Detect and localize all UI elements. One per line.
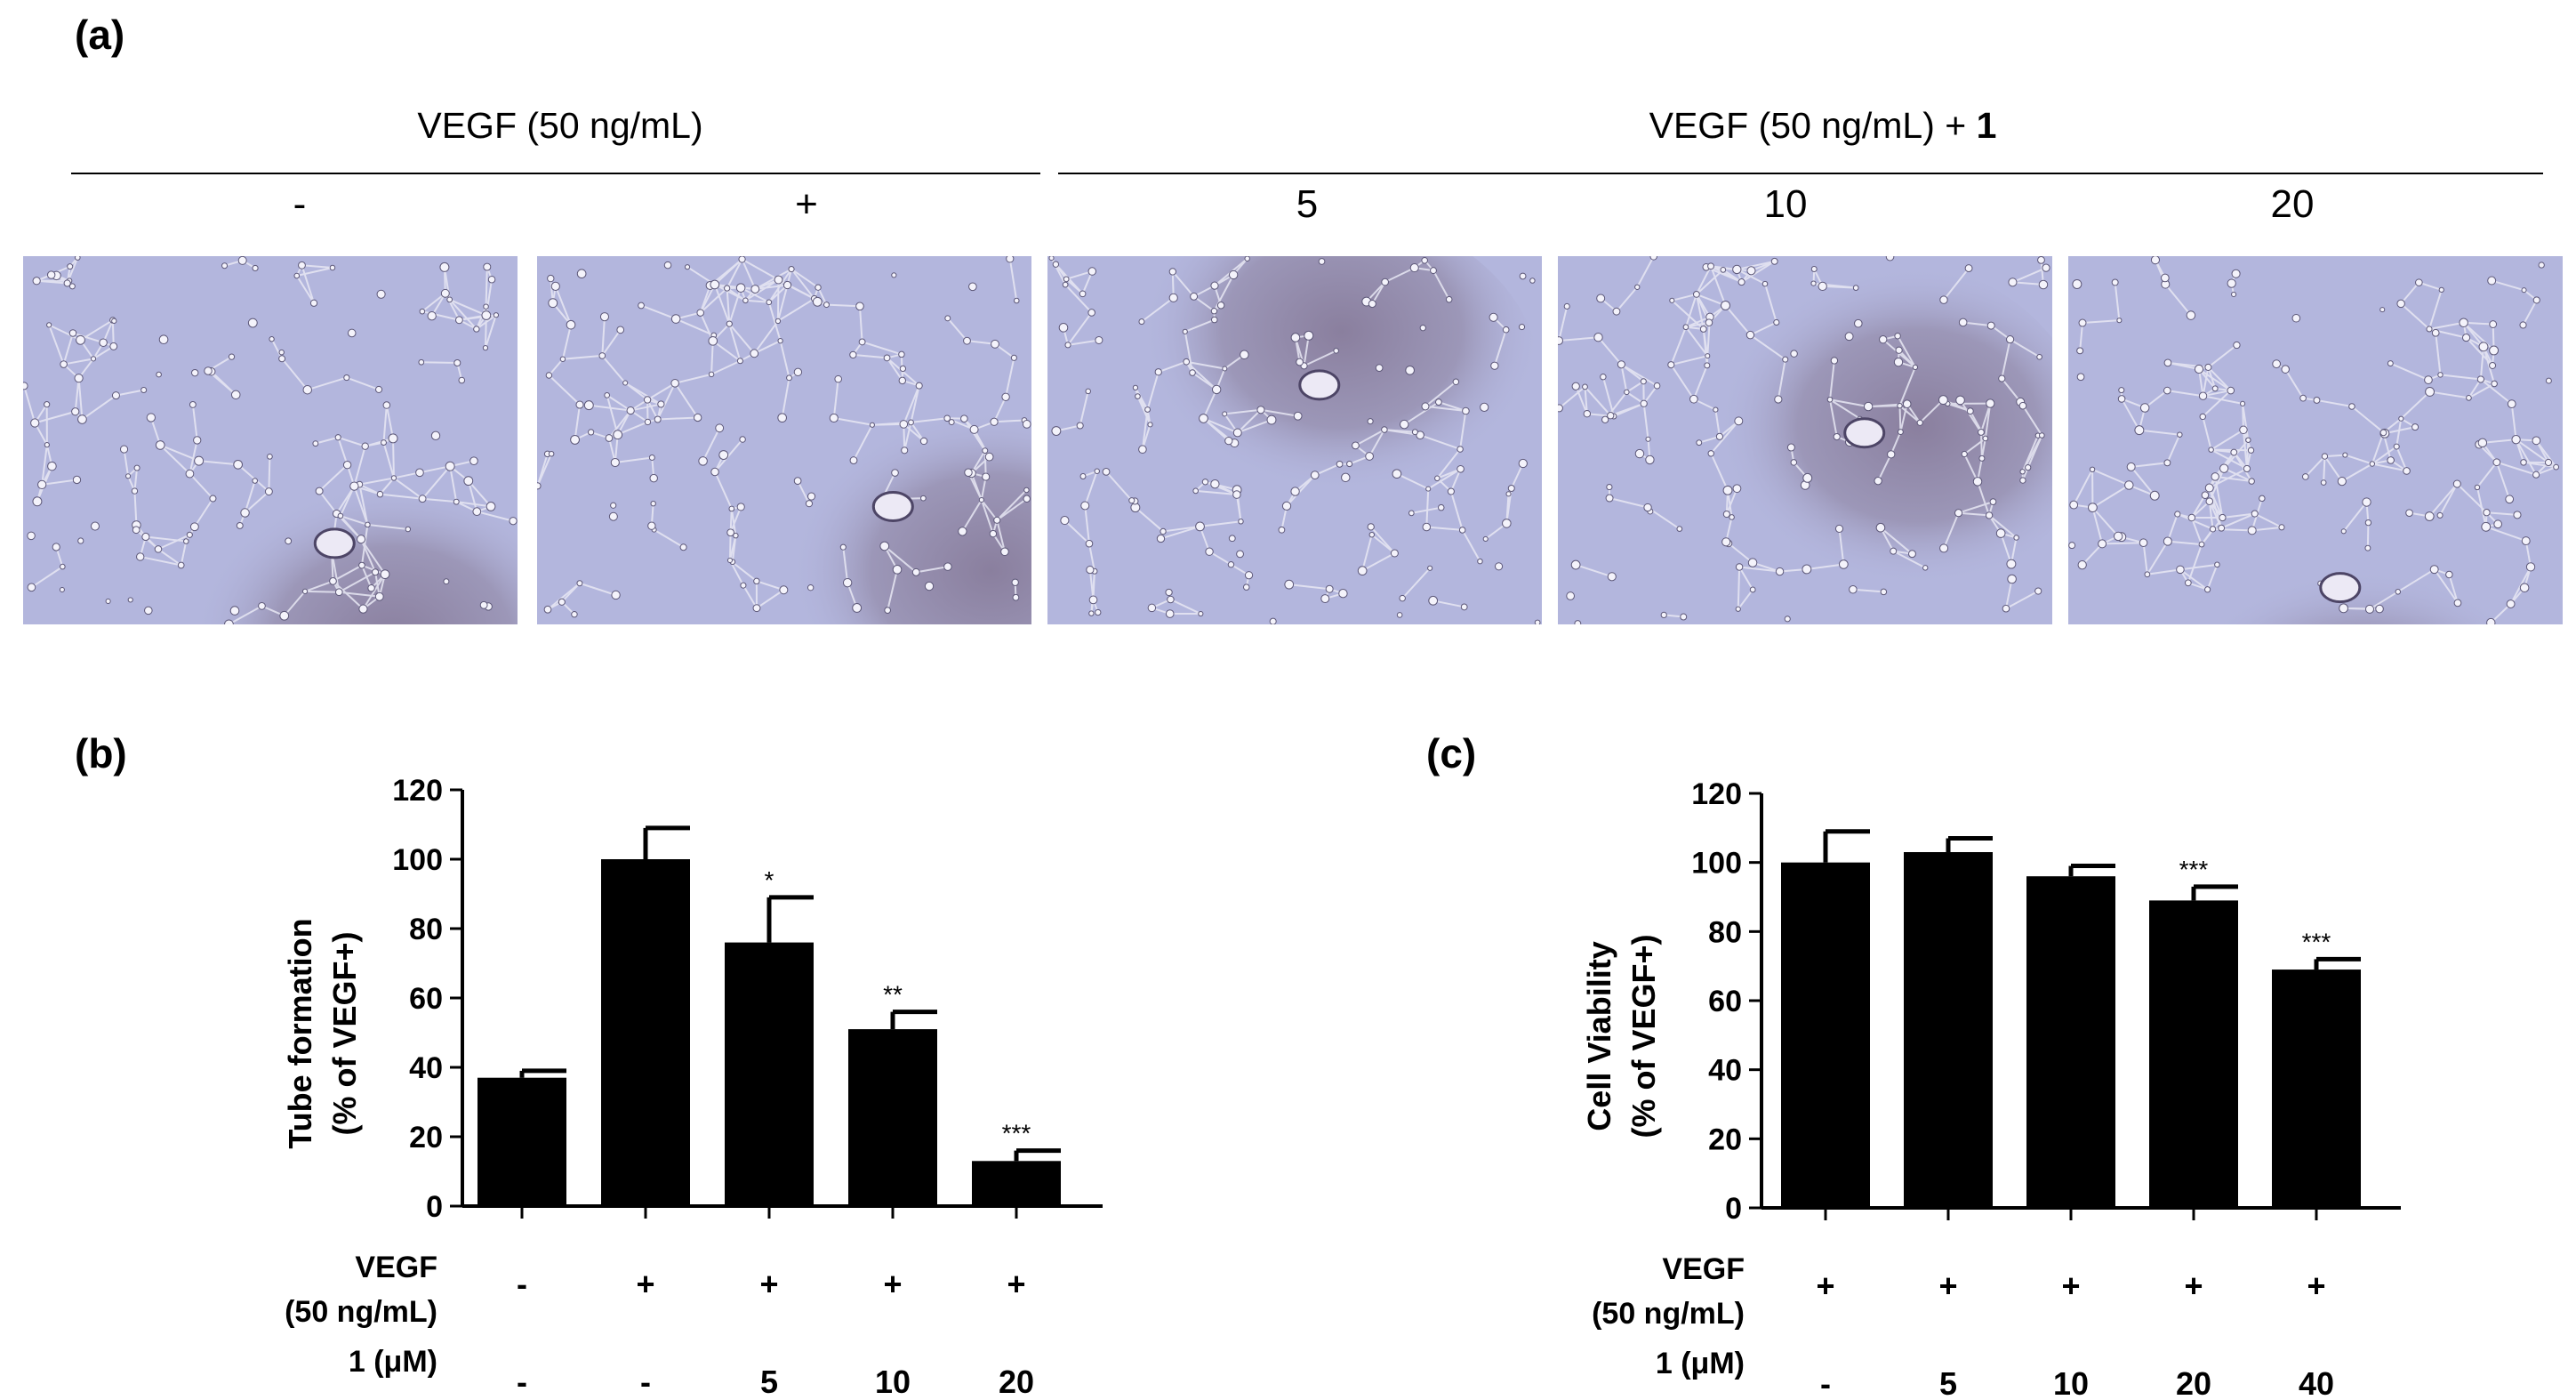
group-left-header: VEGF (50 ng/mL) [417,105,703,146]
condition-value: 10 [2053,1365,2089,1400]
condition-row-label: 1 (μM) [349,1345,437,1379]
y-tick-label: 80 [1708,915,1742,949]
cells [537,256,1031,618]
condition-value: 20 [999,1364,1034,1400]
panel-c-label: (c) [1426,730,1477,776]
condition-value: + [636,1266,654,1302]
cells [1048,256,1541,624]
significance-marker: ** [883,981,903,1009]
micrograph-vegf-cmpd-20 [2068,256,2563,624]
matrigel-dome [1096,256,1542,563]
condition-value: 40 [2299,1365,2334,1400]
y-axis-label-line2: (% of VEGF+) [1625,934,1662,1138]
y-tick-label: 120 [1691,777,1742,811]
micrograph-vegf-cmpd-5 [1047,256,1542,624]
dose-label-1: - [293,182,307,226]
y-tick-label: 100 [1691,847,1742,881]
group-left-rule [71,173,1040,174]
group-right-rule [1058,173,2543,174]
bar [2026,876,2115,1208]
y-axis-label-line1: Tube formation [282,918,318,1148]
bar [972,1161,1061,1206]
condition-value: + [883,1266,902,1302]
y-tick-label: 0 [426,1190,443,1224]
y-tick-label: 120 [392,774,443,808]
bar [2149,900,2238,1208]
dome-center [1298,369,1341,401]
compound-number: 1 [1976,105,1997,146]
dose-label-4: 10 [1763,182,1808,226]
panel-a-label: (a) [75,12,125,58]
y-tick-label: 0 [1725,1192,1742,1226]
significance-marker: * [765,866,774,894]
dome-center [1843,417,1886,449]
y-axis-label-line1: Cell Viability [1581,941,1617,1130]
condition-value: - [517,1266,527,1302]
condition-row-label: VEGF [1662,1252,1745,1286]
dome-center [871,491,914,523]
condition-value: 5 [760,1364,778,1400]
bar [848,1029,937,1206]
condition-value: + [2307,1267,2325,1304]
condition-row-label-line2: (50 ng/mL) [285,1295,437,1329]
y-tick-label: 60 [409,982,443,1016]
condition-value: + [1938,1267,1957,1304]
condition-row-label: VEGF [355,1251,437,1284]
group-right-header-text: VEGF (50 ng/mL) + [1649,105,1977,146]
micrograph-vegf [537,256,1031,624]
y-tick-label: 100 [392,843,443,877]
dome-center [313,527,356,559]
cell-network [1050,257,1524,616]
y-tick-label: 40 [1708,1054,1742,1088]
condition-value: - [1820,1365,1831,1400]
dome-center [2319,572,2362,604]
y-tick-label: 20 [409,1121,443,1155]
matrigel-dome [112,365,518,624]
tube-formation-chart: 0 20 40 60 80 100 120 Tube formation (% of VEGF+… [282,774,1103,1400]
condition-value: 20 [2176,1365,2211,1400]
bar [2272,970,2361,1208]
bar [477,1077,566,1206]
condition-value: 10 [875,1364,911,1400]
bar [725,942,814,1206]
micrograph-control [23,256,518,624]
cells [1558,256,2050,624]
y-tick-label: 80 [409,913,443,946]
condition-row-label: 1 (μM) [1656,1347,1745,1380]
condition-value: + [759,1266,778,1302]
y-axis-label-line2: (% of VEGF+) [326,931,363,1135]
bar [1781,862,1870,1208]
condition-value: + [2061,1267,2080,1304]
condition-value: + [1816,1267,1834,1304]
significance-marker: *** [2302,928,2331,955]
group-right-header: VEGF (50 ng/mL) + 1 [1592,105,2054,147]
significance-marker: *** [2179,856,2209,883]
y-tick-label: 60 [1708,985,1742,1018]
dose-label-5: 20 [2270,182,2315,226]
y-tick-label: 20 [1708,1122,1742,1156]
micrograph-vegf-cmpd-10 [1558,256,2052,624]
y-tick-label: 40 [409,1051,443,1085]
condition-value: + [2184,1267,2203,1304]
cells [23,256,518,624]
dose-label-3: 5 [1296,182,1319,226]
dose-label-2: + [795,182,818,226]
bar [601,859,690,1206]
significance-marker: *** [1002,1120,1031,1147]
condition-value: - [517,1364,527,1400]
cells [2068,256,2560,624]
condition-value: - [640,1364,651,1400]
condition-row-label-line2: (50 ng/mL) [1592,1297,1745,1331]
condition-value: + [1007,1266,1025,1302]
bar [1904,852,1993,1208]
matrigel-dome [670,328,1031,624]
condition-value: 5 [1939,1365,1957,1400]
panel-b-label: (b) [75,730,127,776]
